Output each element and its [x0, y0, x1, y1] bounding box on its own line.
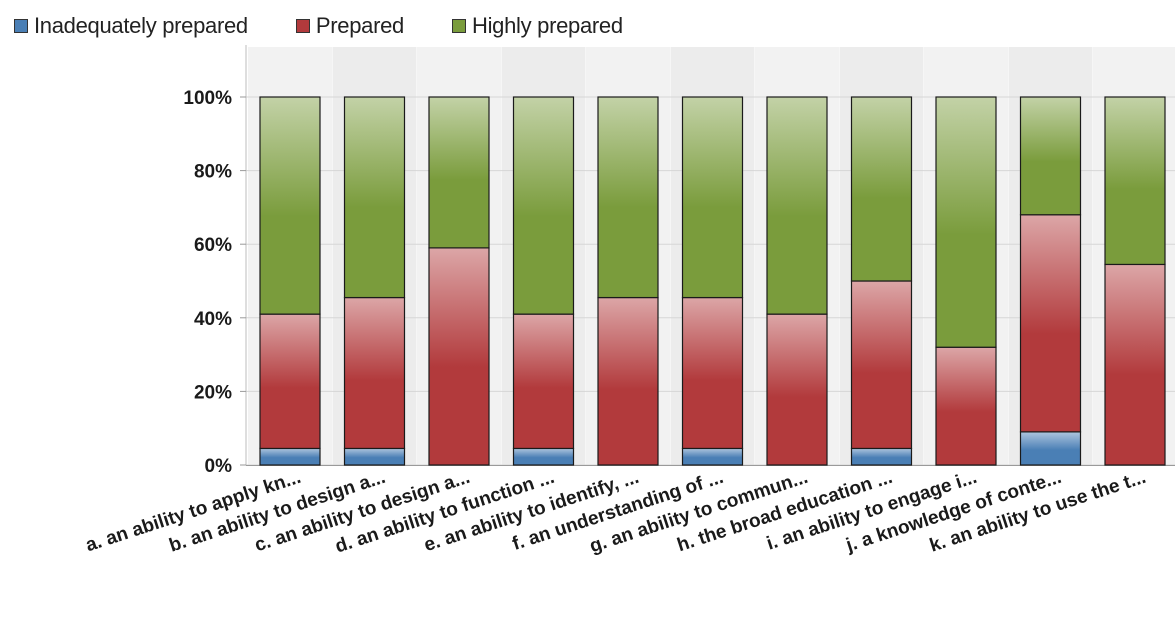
- bar-segment-prepared[interactable]: [1019, 214, 1082, 433]
- bar-segment-prepared[interactable]: [597, 296, 659, 466]
- bar-segment-inadequately-prepared[interactable]: [1019, 431, 1082, 466]
- bar-segment-highly-prepared[interactable]: [1019, 96, 1082, 216]
- x-tick-labels: a. an ability to apply kn...b. an abilit…: [83, 467, 1148, 558]
- y-tick-label: 60%: [194, 235, 232, 256]
- bar-segment-inadequately-prepared[interactable]: [681, 447, 744, 466]
- legend-item-highly-prepared[interactable]: Highly prepared: [451, 13, 623, 39]
- y-tick-label: 20%: [194, 382, 232, 403]
- legend-swatch-highly-prepared: [451, 19, 466, 33]
- bar-segment-highly-prepared[interactable]: [935, 96, 997, 348]
- bar-segment-highly-prepared[interactable]: [597, 96, 659, 299]
- bar-segment-highly-prepared[interactable]: [681, 96, 744, 299]
- bar-segment-highly-prepared[interactable]: [259, 96, 321, 315]
- bar-segment-inadequately-prepared[interactable]: [259, 447, 321, 466]
- bar-segment-highly-prepared[interactable]: [512, 96, 575, 315]
- bar-segment-prepared[interactable]: [512, 313, 575, 450]
- bar-segment-highly-prepared[interactable]: [343, 96, 406, 299]
- bar-segment-prepared[interactable]: [343, 296, 406, 450]
- legend-swatch-prepared: [295, 19, 310, 33]
- legend-item-prepared[interactable]: Prepared: [295, 13, 404, 39]
- bar-segment-highly-prepared[interactable]: [428, 96, 490, 249]
- legend-label-inadequately-prepared: Inadequately prepared: [34, 13, 248, 38]
- bar-segment-prepared[interactable]: [850, 280, 913, 450]
- bar-segment-inadequately-prepared[interactable]: [850, 447, 913, 466]
- legend-label-prepared: Prepared: [315, 13, 404, 38]
- legend-swatch-inadequately-prepared: [14, 19, 28, 33]
- bar-segment-inadequately-prepared[interactable]: [512, 447, 575, 466]
- y-tick-labels: 0% 20% 40% 60% 80% 100%: [183, 88, 232, 477]
- legend-label-highly-prepared: Highly prepared: [471, 13, 623, 38]
- y-tick-label: 100%: [183, 88, 232, 109]
- bar-segment-prepared[interactable]: [935, 346, 997, 466]
- bar-segment-prepared[interactable]: [259, 313, 321, 450]
- bars: [259, 96, 1166, 466]
- bar-segment-prepared[interactable]: [428, 247, 490, 466]
- y-tick-label: 80%: [194, 162, 232, 183]
- bar-segment-prepared[interactable]: [681, 296, 744, 450]
- bar-segment-inadequately-prepared[interactable]: [343, 447, 406, 466]
- y-tick-label: 0%: [205, 456, 233, 477]
- bar-segment-highly-prepared[interactable]: [850, 96, 913, 282]
- legend: Inadequately prepared Prepared Highly pr…: [14, 11, 671, 41]
- y-tick-label: 40%: [194, 309, 232, 330]
- bar-segment-highly-prepared[interactable]: [1104, 96, 1166, 266]
- bar-segment-prepared[interactable]: [766, 313, 828, 466]
- bar-segment-highly-prepared[interactable]: [766, 96, 828, 315]
- legend-item-inadequately-prepared[interactable]: Inadequately prepared: [14, 13, 248, 39]
- bar-segment-prepared[interactable]: [1104, 263, 1166, 466]
